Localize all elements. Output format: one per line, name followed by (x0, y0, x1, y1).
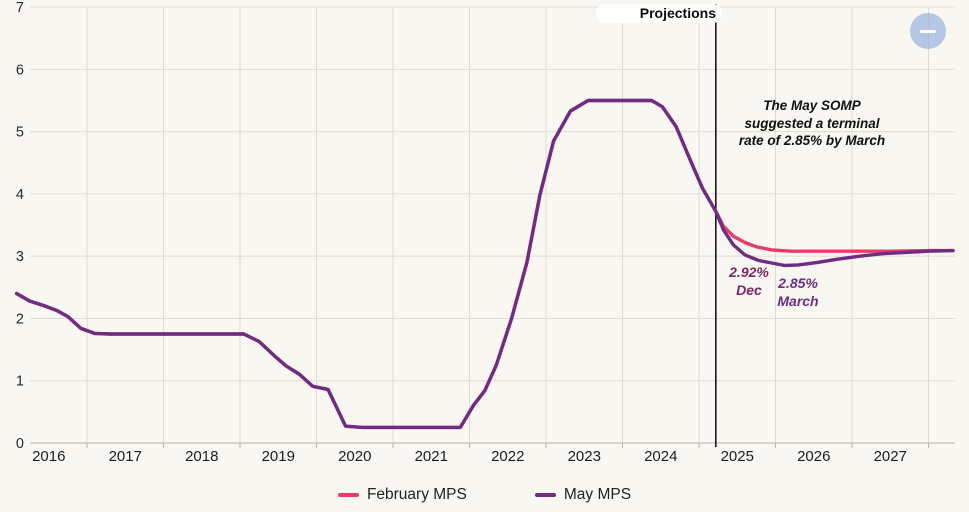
note-line-2: suggested a terminal (744, 115, 880, 131)
svg-text:2019: 2019 (262, 448, 295, 465)
callout-dec-value: 2.92% (729, 264, 769, 280)
callout-dec-period: Dec (736, 282, 762, 298)
note-line-1: The May SOMP (763, 98, 861, 113)
svg-text:2024: 2024 (644, 448, 677, 465)
svg-text:2026: 2026 (797, 448, 830, 465)
chart-canvas: 0 1 2 3 4 5 6 7 2016 2017 2018 2019 2020 2021 2022 2023… (14, 0, 955, 465)
minus-icon (920, 29, 936, 33)
svg-text:2016: 2016 (32, 448, 65, 465)
svg-text:2027: 2027 (874, 448, 907, 465)
svg-text:3: 3 (16, 249, 24, 265)
terminal-rate-note: The May SOMP suggested a terminal rate o… (722, 97, 902, 150)
svg-text:2023: 2023 (568, 448, 601, 465)
svg-text:0: 0 (16, 436, 24, 452)
callout-march: 2.85% March (757, 274, 839, 310)
legend: February MPS May MPS (0, 486, 969, 504)
svg-text:6: 6 (16, 62, 24, 78)
legend-swatch-may-mps (534, 492, 556, 498)
svg-text:7: 7 (16, 0, 24, 16)
svg-text:2020: 2020 (338, 448, 371, 465)
svg-text:2: 2 (16, 311, 24, 327)
callout-march-period: March (777, 293, 819, 309)
collapse-button[interactable] (910, 13, 946, 49)
svg-text:1: 1 (16, 374, 24, 390)
projections-label: Projections (596, 4, 722, 23)
legend-label-may-mps: May MPS (563, 486, 632, 503)
legend-item-may-mps: May MPS (534, 486, 632, 504)
svg-text:2021: 2021 (415, 448, 448, 465)
legend-label-february-mps: February MPS (366, 486, 467, 503)
legend-item-february-mps: February MPS (337, 486, 467, 504)
svg-text:2017: 2017 (109, 448, 142, 465)
svg-text:5: 5 (16, 125, 24, 141)
callout-march-value: 2.85% (778, 275, 818, 291)
svg-text:2025: 2025 (721, 448, 754, 465)
svg-text:2022: 2022 (491, 448, 524, 465)
svg-text:2018: 2018 (185, 448, 218, 465)
legend-swatch-february-mps (337, 492, 359, 498)
callout-dec: 2.92% Dec (710, 263, 788, 299)
note-line-3: rate of 2.85% by March (738, 133, 886, 148)
svg-text:4: 4 (16, 187, 24, 203)
